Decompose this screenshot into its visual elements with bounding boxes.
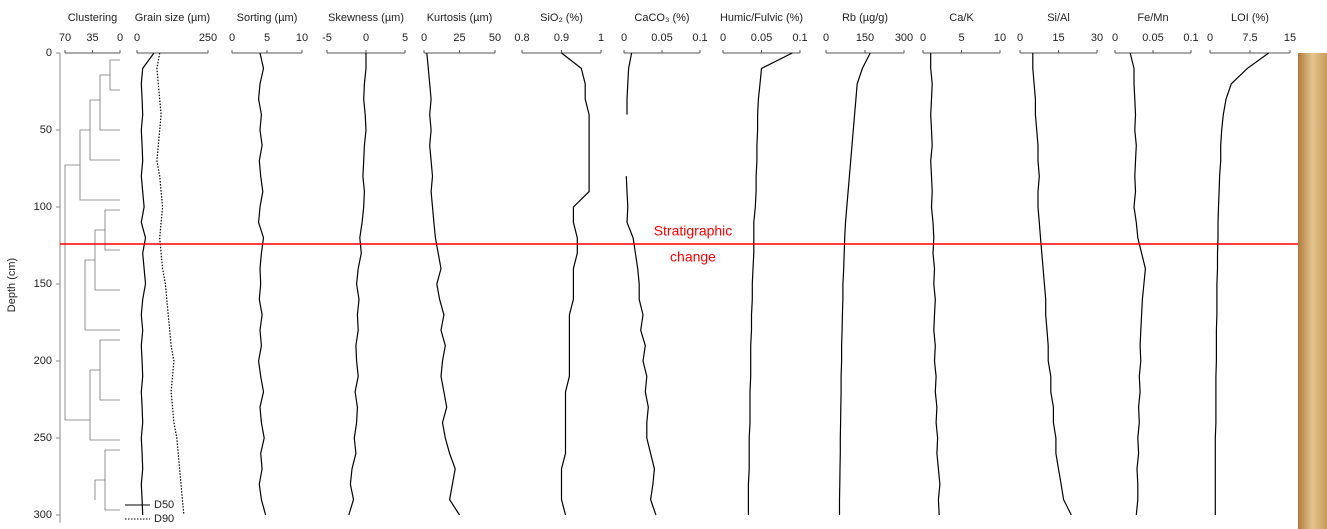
x-tick-label: 70 [59,32,71,44]
dendrogram [64,59,120,511]
y-tick-label: 50 [40,124,52,136]
y-tick-label: 200 [34,355,52,367]
x-tick-label: 1 [598,32,604,44]
profile-line [930,53,941,516]
x-tick-label: 0 [421,32,427,44]
panel-title: Sorting (µm) [237,12,298,24]
x-tick-label: 50 [489,32,501,44]
x-tick-label: 150 [856,32,874,44]
core-photo [1298,53,1327,529]
panel-title: Humic/Fulvic (%) [720,12,803,24]
panel-title: Si/Al [1047,12,1070,24]
y-tick-label: 150 [34,278,52,290]
x-tick-label: 0 [117,32,123,44]
x-tick-label: 0 [823,32,829,44]
y-tick-label: 0 [46,47,52,59]
x-tick-label: 5 [264,32,270,44]
profile-line [625,52,657,516]
profile-line [257,52,267,516]
x-tick-label: 0.8 [514,32,529,44]
profile-line [140,52,155,516]
x-tick-label: 7.5 [1242,32,1257,44]
x-tick-label: 0.9 [554,32,569,44]
x-tick-label: 0 [229,32,235,44]
x-tick-label: 35 [86,32,98,44]
x-tick-label: 5 [958,32,964,44]
x-tick-label: 0 [1017,32,1023,44]
y-axis-label: Depth (cm) [6,258,18,312]
profile-line [560,52,590,516]
y-tick-label: 100 [34,201,52,213]
x-tick-label: 0 [920,32,926,44]
x-tick-label: 5 [402,32,408,44]
profile-line [747,52,793,515]
x-tick-label: 0 [720,32,726,44]
x-tick-label: 250 [199,32,217,44]
x-tick-label: 30 [1091,32,1103,44]
panel-title: Fe/Mn [1137,12,1168,24]
profile-line [1129,52,1147,516]
x-tick-label: 0.05 [651,32,672,44]
profile-line [1214,52,1270,515]
y-tick-label: 300 [34,509,52,521]
x-tick-label: 0.1 [1183,32,1198,44]
x-tick-label: 300 [895,32,913,44]
x-tick-label: 0.05 [751,32,772,44]
panel-title: Ca/K [949,12,974,24]
x-tick-label: 15 [1284,32,1296,44]
x-tick-label: 0.05 [1142,32,1163,44]
panel-title: SiO₂ (%) [540,12,583,24]
annotation-text: change [670,249,716,265]
x-tick-label: 0 [363,32,369,44]
profile-line [1032,53,1072,516]
x-tick-label: -5 [322,32,332,44]
x-tick-label: 0.1 [792,32,807,44]
x-tick-label: 0 [1207,32,1213,44]
x-tick-label: 0 [1112,32,1118,44]
profile-line [156,52,185,516]
profile-line [348,53,367,516]
legend-label: D90 [154,513,174,525]
x-tick-label: 0 [134,32,140,44]
profile-line [426,52,461,516]
x-tick-label: 0.1 [692,32,707,44]
panel-title: Skewness (µm) [328,12,404,24]
annotation-text: Stratigraphic [654,223,733,239]
panel-title: Kurtosis (µm) [427,12,493,24]
profile-line [838,52,871,515]
x-tick-label: 10 [296,32,308,44]
panel-title: Rb (µg/g) [842,12,888,24]
panel-title: Clustering [68,12,118,24]
x-tick-label: 10 [994,32,1006,44]
y-tick-label: 250 [34,432,52,444]
panel-title: Grain size (µm) [135,12,210,24]
panel-title: CaCO₃ (%) [634,12,689,24]
x-tick-label: 25 [453,32,465,44]
x-tick-label: 15 [1052,32,1064,44]
x-tick-label: 0 [621,32,627,44]
panel-title: LOI (%) [1231,12,1269,24]
legend-label: D50 [154,499,174,511]
